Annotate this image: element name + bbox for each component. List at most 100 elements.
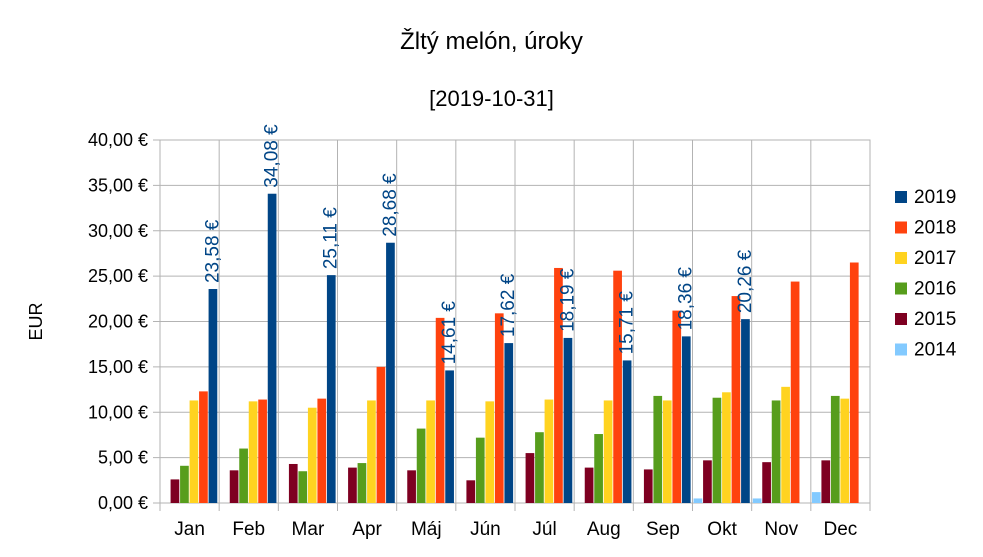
bar-2016 <box>475 437 485 503</box>
data-label: 25,11 € <box>321 207 342 269</box>
legend-label: 2016 <box>914 279 956 300</box>
bar-2016 <box>357 463 367 503</box>
bars <box>170 193 859 503</box>
data-labels: 23,58 € 34,08 € 25,11 € 28,68 € 14,61 € 17,62… <box>202 124 756 365</box>
data-label: 20,26 € <box>735 249 756 313</box>
legend-label: 2014 <box>914 340 957 361</box>
x-tick-label: Dec <box>824 519 858 540</box>
legend-swatch <box>895 313 907 325</box>
bar-2017 <box>840 398 850 503</box>
bar-2019 <box>563 337 573 503</box>
bar-2015 <box>762 462 771 503</box>
bar-2016 <box>239 448 248 503</box>
y-tick-label: 40,00 € <box>88 130 148 150</box>
data-label: 18,36 € <box>676 267 697 331</box>
bar-2015 <box>229 470 239 503</box>
bar-2015 <box>525 453 535 503</box>
bar-2015 <box>821 460 831 503</box>
chart-subtitle: [2019-10-31] <box>429 86 554 111</box>
bar-2016 <box>298 471 308 503</box>
bar-2016 <box>416 428 426 503</box>
legend-swatch <box>895 191 907 203</box>
data-label: 28,68 € <box>380 173 401 237</box>
bar-2019 <box>208 289 218 503</box>
x-tick-label: Sep <box>646 519 680 540</box>
bar-2016 <box>830 395 840 503</box>
bar-2018 <box>317 398 327 503</box>
y-tick-label: 25,00 € <box>88 266 148 286</box>
bar-2019 <box>445 370 454 503</box>
x-tick-label: Jan <box>174 519 205 540</box>
bar-2017 <box>426 400 435 503</box>
y-axis-label: EUR <box>26 302 46 340</box>
bar-2014 <box>693 498 703 503</box>
y-tick-label: 15,00 € <box>88 357 148 377</box>
bar-2016 <box>653 395 663 503</box>
legend-swatch <box>895 343 907 356</box>
bar-2019 <box>741 319 750 503</box>
legend-label: 2017 <box>914 248 956 269</box>
bar-2017 <box>248 401 258 503</box>
bar-2017 <box>603 400 613 503</box>
y-tick-label: 30,00 € <box>88 221 148 241</box>
x-tick-label: Júl <box>532 519 556 540</box>
y-tick-label: 35,00 € <box>88 175 148 195</box>
bar-2017 <box>722 392 731 503</box>
bar-2016 <box>712 397 722 503</box>
bar-2018 <box>790 281 800 503</box>
bar-2015 <box>288 463 298 503</box>
bar-2017 <box>662 400 672 503</box>
bar-2018 <box>613 270 622 503</box>
bar-2015 <box>703 460 712 503</box>
x-tick-label: Jún <box>470 519 501 540</box>
bar-2016 <box>535 432 544 503</box>
bar-2015 <box>584 467 594 503</box>
bar-2018 <box>199 391 208 503</box>
bar-2015 <box>643 469 653 503</box>
x-tick-label: Aug <box>587 519 621 540</box>
bar-2015 <box>466 480 476 503</box>
bar-2018 <box>849 262 859 503</box>
data-label: 14,61 € <box>439 301 460 365</box>
y-tick-label: 5,00 € <box>98 448 148 468</box>
y-tick-label: 20,00 € <box>88 312 148 332</box>
legend-swatch <box>895 282 907 295</box>
legend-label: 2019 <box>914 187 956 208</box>
bar-2018 <box>258 399 267 503</box>
x-tick-label: Apr <box>352 519 382 540</box>
data-label: 23,58 € <box>202 219 223 283</box>
legend-label: 2015 <box>914 309 956 330</box>
bar-2018 <box>494 313 504 503</box>
bar-2015 <box>348 467 357 503</box>
bar-2018 <box>731 296 741 503</box>
x-tick-label: Okt <box>707 519 737 540</box>
bar-2019 <box>326 275 336 503</box>
x-tick-label: Mar <box>292 519 325 540</box>
bar-2018 <box>672 310 682 503</box>
bar-2017 <box>544 399 554 503</box>
bar-2019 <box>681 336 691 503</box>
y-tick-label: 10,00 € <box>88 402 148 422</box>
bar-2017 <box>307 407 317 503</box>
data-label: 34,08 € <box>262 124 283 188</box>
bar-2018 <box>554 267 563 503</box>
bar-2019 <box>504 343 514 503</box>
bar-2018 <box>435 317 445 503</box>
data-label: 17,62 € <box>498 273 519 337</box>
legend-label: 2018 <box>914 218 956 239</box>
x-tick-label: Feb <box>232 519 265 540</box>
bar-2019 <box>267 193 277 503</box>
bar-2016 <box>771 400 781 503</box>
legend-swatch <box>895 252 907 264</box>
data-label: 15,71 € <box>617 291 638 355</box>
data-label: 18,19 € <box>557 268 578 332</box>
bar-2014 <box>752 498 762 503</box>
bar-2017 <box>485 401 495 503</box>
bar-2019 <box>386 242 395 503</box>
bar-2017 <box>189 400 199 503</box>
legend: 2019 2018 2017 2016 2015 2014 <box>895 187 957 361</box>
bar-2019 <box>622 360 632 503</box>
x-tick-label: Máj <box>411 519 442 540</box>
bar-2016 <box>594 434 603 503</box>
axes: 0,00 € 5,00 € 10,00 € 15,00 € 20,00 € 25,00 €… <box>26 130 871 540</box>
